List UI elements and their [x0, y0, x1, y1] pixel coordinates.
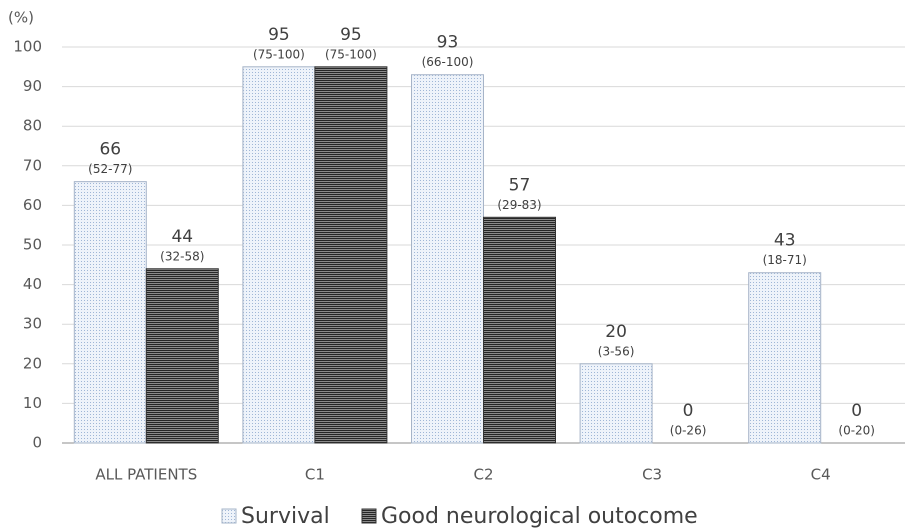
x-tick-label: C1 — [305, 466, 325, 484]
interval-label: (52-77) — [88, 162, 132, 176]
x-tick-label: ALL PATIENTS — [95, 466, 197, 484]
interval-label: (75-100) — [253, 47, 305, 61]
bar — [579, 363, 653, 444]
interval-label: (75-100) — [325, 47, 377, 61]
x-tick-label: C2 — [473, 466, 493, 484]
y-axis-label: (%) — [8, 9, 34, 27]
y-tick-label: 70 — [23, 156, 42, 174]
interval-label: (0-26) — [670, 424, 707, 438]
y-tick-label: 50 — [23, 236, 42, 254]
x-tick-label: C3 — [642, 466, 662, 484]
y-tick-label: 60 — [23, 196, 42, 214]
bar — [314, 66, 388, 444]
data-label: 0 — [683, 401, 694, 421]
y-tick-label: 0 — [32, 434, 42, 452]
data-label: 57 — [509, 175, 531, 195]
bar — [145, 268, 219, 444]
data-label: 0 — [851, 401, 862, 421]
y-tick-label: 40 — [23, 275, 42, 293]
data-label: 66 — [99, 140, 121, 160]
data-label: 93 — [437, 33, 459, 53]
y-tick-label: 20 — [23, 354, 42, 372]
y-tick-label: 80 — [23, 117, 42, 135]
interval-label: (0-20) — [838, 424, 875, 438]
y-tick-label: 30 — [23, 315, 42, 333]
y-tick-label: 90 — [23, 77, 42, 95]
legend-swatch — [221, 508, 237, 524]
data-label: 43 — [774, 231, 796, 251]
data-label: 95 — [340, 25, 362, 45]
bar — [411, 74, 484, 444]
interval-label: (3-56) — [598, 344, 635, 358]
data-label: 44 — [171, 227, 193, 247]
interval-label: (66-100) — [422, 55, 474, 69]
legend-swatch — [361, 508, 377, 524]
legend-label: Good neurological outocome — [381, 504, 698, 529]
y-tick-label: 10 — [23, 394, 42, 412]
bar — [748, 272, 822, 444]
bar — [242, 66, 316, 444]
interval-label: (18-71) — [763, 253, 807, 267]
interval-label: (29-83) — [497, 198, 541, 212]
interval-label: (32-58) — [160, 249, 204, 263]
x-tick-label: C4 — [811, 466, 831, 484]
y-tick-label: 100 — [13, 38, 42, 56]
data-label: 20 — [605, 322, 627, 342]
bar — [483, 216, 556, 444]
legend-label: Survival — [241, 504, 330, 529]
data-label: 95 — [268, 25, 290, 45]
bar — [73, 181, 147, 444]
